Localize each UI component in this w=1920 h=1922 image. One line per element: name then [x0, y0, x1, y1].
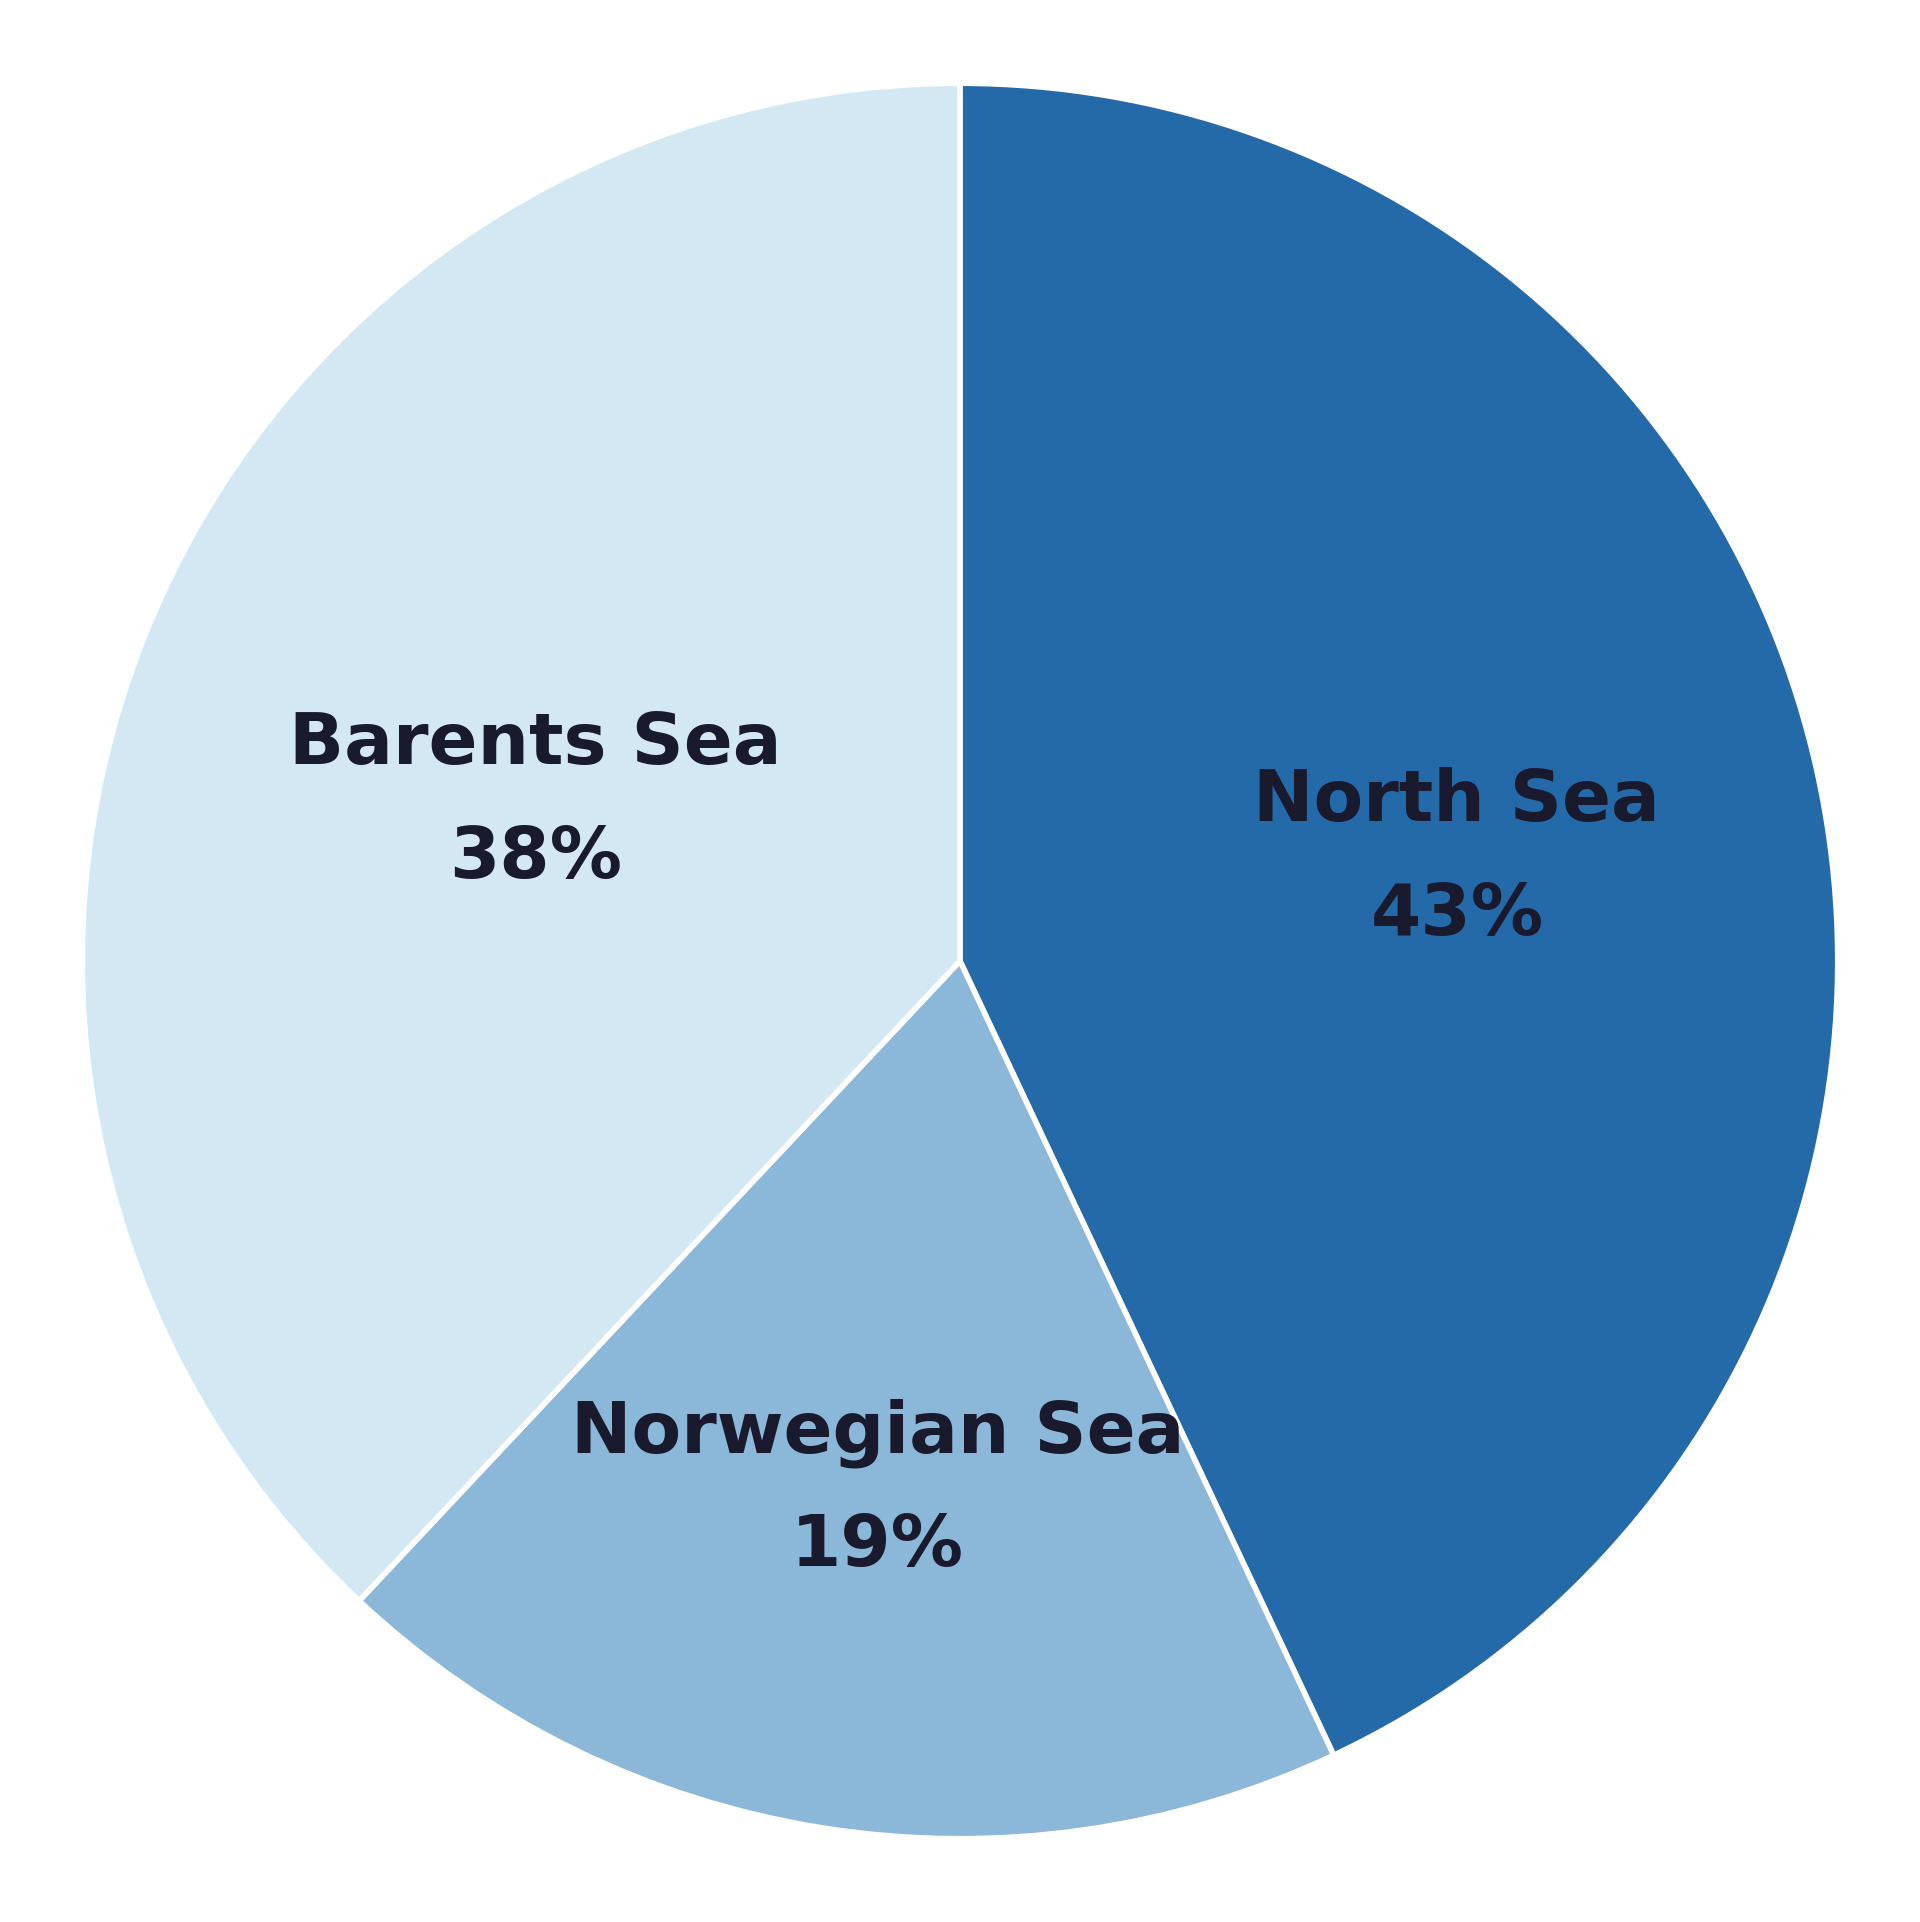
Wedge shape	[960, 83, 1837, 1755]
Text: 38%: 38%	[449, 825, 622, 894]
Text: Norwegian Sea: Norwegian Sea	[570, 1397, 1185, 1468]
Text: 43%: 43%	[1371, 882, 1544, 949]
Wedge shape	[359, 961, 1334, 1839]
Text: Barents Sea: Barents Sea	[290, 711, 781, 778]
Wedge shape	[83, 83, 960, 1601]
Text: North Sea: North Sea	[1254, 767, 1661, 836]
Text: 19%: 19%	[791, 1513, 964, 1582]
